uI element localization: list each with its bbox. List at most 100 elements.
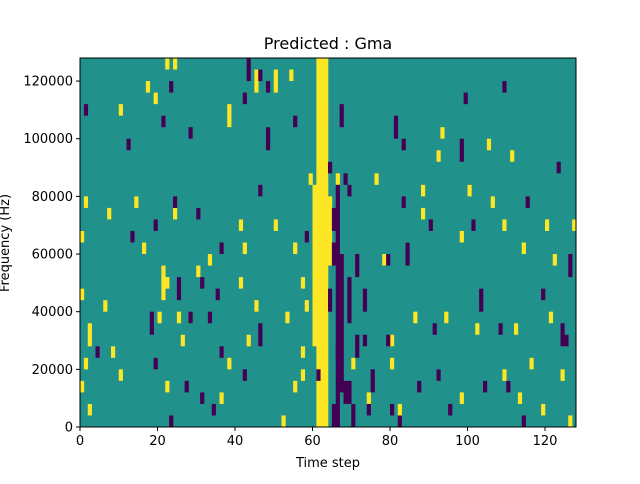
heatmap-cell-low (564, 334, 569, 347)
heatmap-cell-low (328, 288, 333, 312)
heatmap-cell-low (266, 127, 271, 151)
heatmap-cell-high (560, 369, 565, 381)
heatmap-cell-high (145, 81, 151, 93)
heatmap-cell-high (502, 219, 507, 231)
heatmap-cell-high (165, 58, 170, 70)
heatmap-cell-high (118, 369, 123, 381)
heatmap-cell-low (188, 311, 193, 324)
heatmap-cell-low (161, 115, 166, 128)
heatmap-cell-high (165, 380, 170, 393)
heatmap-cell-low (541, 288, 546, 301)
heatmap-cell-high (273, 219, 278, 231)
heatmap-cell-high (421, 207, 426, 220)
heatmap-cell-high (134, 196, 139, 208)
heatmap-cell-low (386, 334, 391, 347)
heatmap-cell-low (556, 161, 561, 174)
heatmap-cell-low (335, 346, 340, 358)
heatmap-cell-high (390, 334, 395, 347)
y-tick-label: 0 (65, 421, 73, 436)
heatmap-cell-low (207, 311, 213, 324)
heatmap-cell-high (572, 219, 577, 231)
heatmap-cell-low (568, 254, 573, 278)
heatmap-cell-high (142, 242, 147, 255)
heatmap-cell-low (405, 242, 410, 266)
heatmap-cell-high (316, 58, 321, 427)
heatmap-cell-high (289, 69, 294, 82)
heatmap-cell-low (95, 346, 100, 358)
heatmap-cell-low (471, 219, 476, 231)
heatmap-cell-low (525, 196, 530, 208)
heatmap-cell-low (479, 288, 484, 312)
heatmap-cell-high (300, 369, 306, 381)
heatmap-cell-high (351, 357, 356, 370)
heatmap-cell-high (548, 311, 554, 324)
heatmap-cell-high (157, 311, 162, 324)
heatmap-cell-high (390, 357, 395, 370)
heatmap-cell-low (386, 254, 391, 266)
heatmap-cell-high (475, 323, 480, 335)
heatmap-cell-high (328, 196, 333, 266)
y-tick-label: 100000 (23, 132, 73, 147)
heatmap-cell-low (502, 81, 507, 93)
heatmap-cell-high (173, 207, 178, 220)
heatmap-cell-low (560, 323, 565, 347)
heatmap-cell-high (80, 288, 85, 301)
heatmap-cell-high (83, 357, 89, 370)
heatmap-cell-low (343, 380, 348, 404)
heatmap-cell-low (331, 207, 337, 231)
heatmap-cell-low (126, 138, 131, 151)
heatmap-cell-low (176, 277, 182, 301)
heatmap-cell-high (103, 300, 108, 312)
heatmap-cell-high (320, 58, 325, 427)
heatmap-cell-high (486, 138, 492, 151)
heatmap-cell-high (273, 69, 278, 93)
y-tick-label: 40000 (32, 305, 73, 320)
heatmap-cell-high (444, 311, 449, 324)
heatmap-cell-high (80, 380, 85, 393)
heatmap-cell-high (529, 357, 534, 370)
heatmap-cell-low (153, 219, 158, 231)
heatmap-cell-high (87, 403, 92, 416)
heatmap-cell-high (300, 346, 306, 358)
heatmap-cell-low (355, 254, 360, 278)
heatmap-cell-low (343, 173, 348, 185)
heatmap-cell-low (362, 334, 368, 347)
heatmap-cell-high (246, 334, 251, 347)
heatmap-cell-low (219, 242, 224, 255)
heatmap-cell-high (238, 219, 244, 231)
x-axis: 0 20 40 60 80 100 120 (76, 427, 558, 449)
heatmap-cell-low (355, 334, 360, 358)
heatmap-cell-high (207, 254, 213, 266)
heatmap-cell-high (165, 277, 170, 289)
plot-area (79, 57, 577, 428)
heatmap-cell-high (490, 196, 495, 208)
heatmap-cell-low (483, 380, 488, 393)
heatmap-cell-high (304, 300, 309, 312)
heatmap-cell-high (293, 242, 298, 255)
heatmap-cell-high (459, 392, 464, 404)
heatmap-cell-high (568, 415, 573, 427)
heatmap-cell-high (440, 127, 445, 139)
heatmap-cell-low (258, 323, 263, 347)
heatmap-cell-high (254, 69, 259, 93)
x-tick-label: 120 (533, 434, 558, 449)
heatmap-cell-low (200, 392, 205, 404)
heatmap-cell-high (161, 265, 166, 301)
heatmap-cell-low (328, 161, 333, 174)
heatmap-cell-high (552, 254, 557, 266)
heatmap-cell-high (83, 196, 89, 208)
heatmap-cell-high (413, 311, 418, 324)
heatmap-cell-high (219, 392, 224, 404)
heatmap-cell-low (266, 81, 271, 93)
heatmap-cell-low (304, 230, 309, 243)
heatmap-cell-high (176, 311, 182, 324)
heatmap-cell-low (351, 403, 356, 427)
heatmap-cell-high (517, 392, 523, 404)
heatmap-cell-high (397, 403, 402, 416)
heatmap-cell-high (293, 380, 298, 393)
x-axis-label: Time step (295, 456, 360, 471)
heatmap-cell-high (227, 357, 232, 370)
heatmap-cell-high (254, 300, 259, 312)
